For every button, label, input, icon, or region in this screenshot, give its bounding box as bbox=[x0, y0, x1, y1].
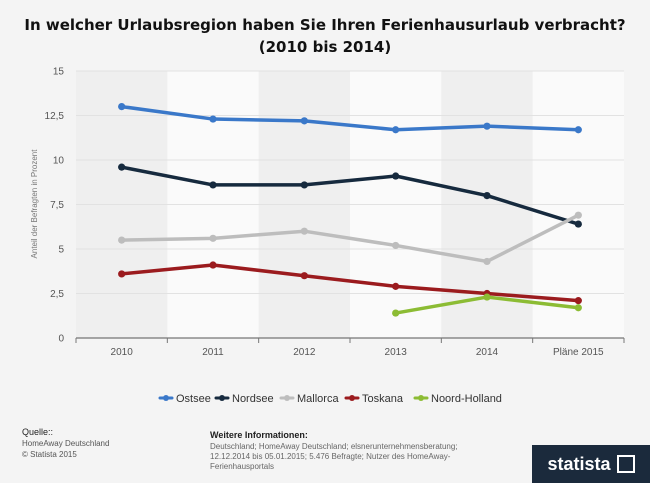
legend-item[interactable]: Nordsee bbox=[214, 393, 274, 405]
y-axis-title: Anteil der Befragten in Prozent bbox=[30, 149, 39, 259]
y-tick-label: 12,5 bbox=[45, 111, 65, 122]
statista-logo[interactable]: statista bbox=[532, 445, 650, 483]
data-point[interactable] bbox=[392, 172, 400, 180]
x-tick-label: 2012 bbox=[293, 347, 316, 358]
x-tick-label: 2013 bbox=[385, 347, 408, 358]
y-tick-label: 5 bbox=[58, 245, 64, 256]
source-title: Quelle:: bbox=[22, 427, 54, 437]
data-point[interactable] bbox=[483, 122, 491, 130]
series-line bbox=[119, 165, 581, 226]
statista-logo-icon bbox=[616, 455, 635, 473]
data-point[interactable] bbox=[209, 181, 217, 189]
data-point[interactable] bbox=[209, 234, 217, 242]
data-point[interactable] bbox=[392, 126, 400, 134]
data-point[interactable] bbox=[392, 282, 400, 290]
data-point[interactable] bbox=[118, 103, 126, 111]
series-mallorca bbox=[118, 211, 582, 266]
legend-item[interactable]: Ostsee bbox=[158, 393, 211, 405]
series-ostsee bbox=[118, 103, 582, 134]
data-point[interactable] bbox=[483, 192, 491, 200]
series-line bbox=[119, 104, 581, 132]
footer-source: Quelle:: HomeAway Deutschland © Statista… bbox=[22, 427, 109, 460]
legend-item[interactable]: Noord-Holland bbox=[413, 393, 502, 405]
legend-item[interactable]: Toskana bbox=[344, 393, 404, 405]
legend-label: Toskana bbox=[362, 393, 404, 405]
x-tick-label: Pläne 2015 bbox=[553, 347, 604, 358]
series-line bbox=[119, 263, 581, 303]
info-title: Weitere Informationen: bbox=[210, 430, 308, 440]
logo-text: statista bbox=[547, 453, 611, 474]
legend-marker bbox=[219, 395, 225, 401]
data-point[interactable] bbox=[209, 115, 217, 123]
footer-info: Weitere Informationen: Deutschland; Home… bbox=[210, 430, 470, 472]
data-point[interactable] bbox=[209, 261, 217, 269]
legend-label: Noord-Holland bbox=[431, 393, 502, 405]
legend-item[interactable]: Mallorca bbox=[279, 393, 339, 405]
legend-label: Ostsee bbox=[176, 393, 211, 405]
legend-marker bbox=[418, 395, 424, 401]
data-point[interactable] bbox=[118, 270, 126, 278]
legend-marker bbox=[163, 395, 169, 401]
data-point[interactable] bbox=[392, 241, 400, 250]
y-tick-label: 7,5 bbox=[50, 200, 64, 211]
data-point[interactable] bbox=[118, 236, 126, 244]
y-tick-label: 10 bbox=[53, 156, 65, 167]
x-tick-label: 2014 bbox=[476, 347, 499, 358]
data-point[interactable] bbox=[574, 211, 582, 219]
data-point[interactable] bbox=[118, 163, 126, 171]
data-point[interactable] bbox=[392, 309, 400, 317]
x-tick-label: 2010 bbox=[111, 347, 134, 358]
data-point[interactable] bbox=[574, 220, 582, 228]
data-point[interactable] bbox=[483, 293, 491, 301]
data-point[interactable] bbox=[483, 257, 491, 266]
data-point[interactable] bbox=[300, 272, 308, 280]
legend-label: Nordsee bbox=[232, 393, 274, 405]
series-noord-holland bbox=[392, 293, 582, 317]
series-toskana bbox=[118, 261, 582, 305]
y-tick-label: 15 bbox=[53, 67, 65, 78]
data-point[interactable] bbox=[574, 304, 582, 312]
source-line: HomeAway Deutschland bbox=[22, 439, 110, 448]
chart-title: In welcher Urlaubsregion haben Sie Ihren… bbox=[24, 16, 626, 56]
data-point[interactable] bbox=[574, 297, 582, 305]
legend-label: Mallorca bbox=[297, 393, 339, 405]
legend-marker bbox=[349, 395, 355, 401]
x-tick-label: 2011 bbox=[202, 347, 224, 358]
data-point[interactable] bbox=[300, 181, 308, 189]
data-point[interactable] bbox=[300, 227, 308, 235]
info-text: Deutschland; HomeAway Deutschland; elsne… bbox=[210, 442, 458, 471]
y-tick-label: 0 bbox=[58, 334, 64, 345]
series-nordsee bbox=[118, 163, 582, 228]
data-point[interactable] bbox=[300, 117, 308, 125]
source-line: © Statista 2015 bbox=[22, 450, 77, 459]
y-tick-label: 2,5 bbox=[50, 289, 64, 300]
data-point[interactable] bbox=[574, 126, 582, 134]
series-line bbox=[119, 213, 581, 264]
legend-marker bbox=[284, 395, 290, 401]
